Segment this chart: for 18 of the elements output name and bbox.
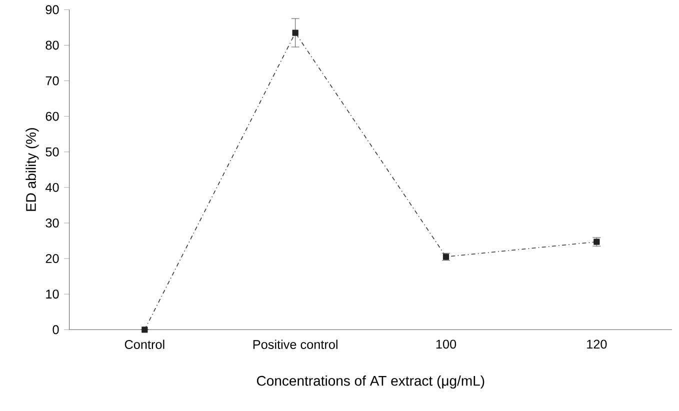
x-axis-title: Concentrations of AT extract (μg/mL)	[256, 376, 484, 389]
y-tick-label: 40	[45, 182, 59, 192]
x-tick-label: 120	[587, 340, 607, 349]
x-tick-label: Positive control	[253, 340, 338, 350]
y-tick-label: 0	[52, 325, 59, 334]
y-tick-label: 50	[46, 147, 59, 156]
point	[292, 30, 298, 36]
x-tick-label: Control	[124, 340, 164, 350]
y-tick-label: 90	[46, 5, 59, 14]
y-tick-label: 70	[46, 76, 59, 86]
point	[142, 326, 148, 333]
x-tick-label: 100	[436, 340, 456, 349]
y-tick-label: 60	[46, 112, 59, 121]
y-tick-label: 10	[46, 290, 59, 299]
y-tick-label: 20	[46, 254, 59, 264]
y-axis-title: ED ability (%)	[26, 128, 39, 211]
y-tick-label: 30	[46, 218, 59, 228]
y-tick-label: 80	[46, 40, 59, 50]
